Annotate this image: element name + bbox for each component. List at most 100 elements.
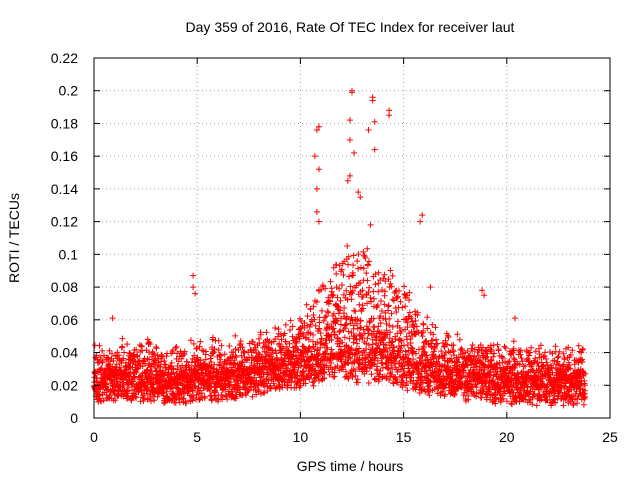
data-point — [120, 355, 127, 362]
data-point — [455, 354, 462, 361]
data-point — [529, 401, 536, 408]
data-point — [560, 361, 567, 368]
data-point — [459, 347, 466, 354]
data-point — [349, 317, 356, 324]
data-point — [311, 153, 318, 160]
data-point — [311, 375, 318, 382]
data-point — [437, 389, 444, 396]
data-point — [118, 344, 125, 351]
data-point — [548, 364, 555, 371]
data-point — [538, 396, 545, 403]
x-tick-label: 0 — [90, 429, 98, 445]
data-point — [578, 349, 585, 356]
y-tick-label: 0.16 — [51, 148, 78, 164]
data-point — [350, 339, 357, 346]
data-point — [309, 379, 316, 386]
data-point — [334, 362, 341, 369]
x-tick-label: 10 — [293, 429, 309, 445]
data-point — [315, 352, 322, 359]
x-tick-label: 25 — [602, 429, 618, 445]
data-point — [352, 308, 359, 315]
data-point — [217, 356, 224, 363]
data-point — [382, 278, 389, 285]
data-point — [385, 276, 392, 283]
data-point — [410, 368, 417, 375]
data-point — [487, 342, 494, 349]
data-point — [119, 335, 126, 342]
data-point — [308, 372, 315, 379]
data-point — [304, 313, 311, 320]
data-point — [576, 348, 583, 355]
data-point — [336, 343, 343, 350]
data-point — [549, 350, 556, 357]
data-point — [561, 356, 568, 363]
data-point — [359, 293, 366, 300]
data-point — [399, 384, 406, 391]
data-point — [526, 352, 533, 359]
data-point — [190, 272, 197, 279]
data-point — [339, 366, 346, 373]
data-point — [408, 315, 415, 322]
data-point — [333, 270, 340, 277]
data-point — [183, 400, 190, 407]
data-point — [298, 318, 305, 325]
data-point — [551, 396, 558, 403]
data-point — [295, 352, 302, 359]
data-point — [560, 350, 567, 357]
data-point — [344, 296, 351, 303]
data-point — [410, 356, 417, 363]
data-point — [552, 399, 559, 406]
data-point — [433, 341, 440, 348]
data-point — [412, 386, 419, 393]
data-point — [478, 394, 485, 401]
data-point — [490, 353, 497, 360]
data-point — [554, 354, 561, 361]
data-point — [331, 331, 338, 338]
data-point — [159, 353, 166, 360]
data-point — [269, 346, 276, 353]
data-point — [451, 392, 458, 399]
data-point — [338, 266, 345, 273]
data-point — [364, 335, 371, 342]
data-point — [389, 323, 396, 330]
data-point — [190, 284, 197, 291]
data-point — [375, 323, 382, 330]
data-point — [420, 343, 427, 350]
data-point — [356, 336, 363, 343]
data-point — [386, 376, 393, 383]
data-point — [349, 288, 356, 295]
data-point — [354, 379, 361, 386]
data-point — [441, 362, 448, 369]
data-point — [383, 327, 390, 334]
data-point — [420, 379, 427, 386]
data-point — [506, 358, 513, 365]
data-point — [97, 354, 104, 361]
data-point — [323, 362, 330, 369]
data-point — [263, 329, 270, 336]
data-point — [275, 333, 282, 340]
data-point — [351, 149, 358, 156]
data-point — [385, 364, 392, 371]
data-point — [266, 365, 273, 372]
data-point — [402, 382, 409, 389]
data-point — [465, 396, 472, 403]
data-point — [367, 318, 374, 325]
data-point — [343, 287, 350, 294]
data-point — [124, 387, 131, 394]
data-point — [187, 337, 194, 344]
data-point — [278, 336, 285, 343]
data-point — [140, 398, 147, 405]
data-point — [215, 346, 222, 353]
data-point — [580, 369, 587, 376]
data-point — [315, 166, 322, 173]
data-point — [282, 338, 289, 345]
data-point — [357, 194, 364, 201]
data-point — [327, 278, 334, 285]
data-point — [239, 344, 246, 351]
data-point — [278, 377, 285, 384]
data-point — [352, 332, 359, 339]
data-point — [429, 363, 436, 370]
data-point — [324, 308, 331, 315]
data-point — [473, 363, 480, 370]
data-point — [569, 347, 576, 354]
